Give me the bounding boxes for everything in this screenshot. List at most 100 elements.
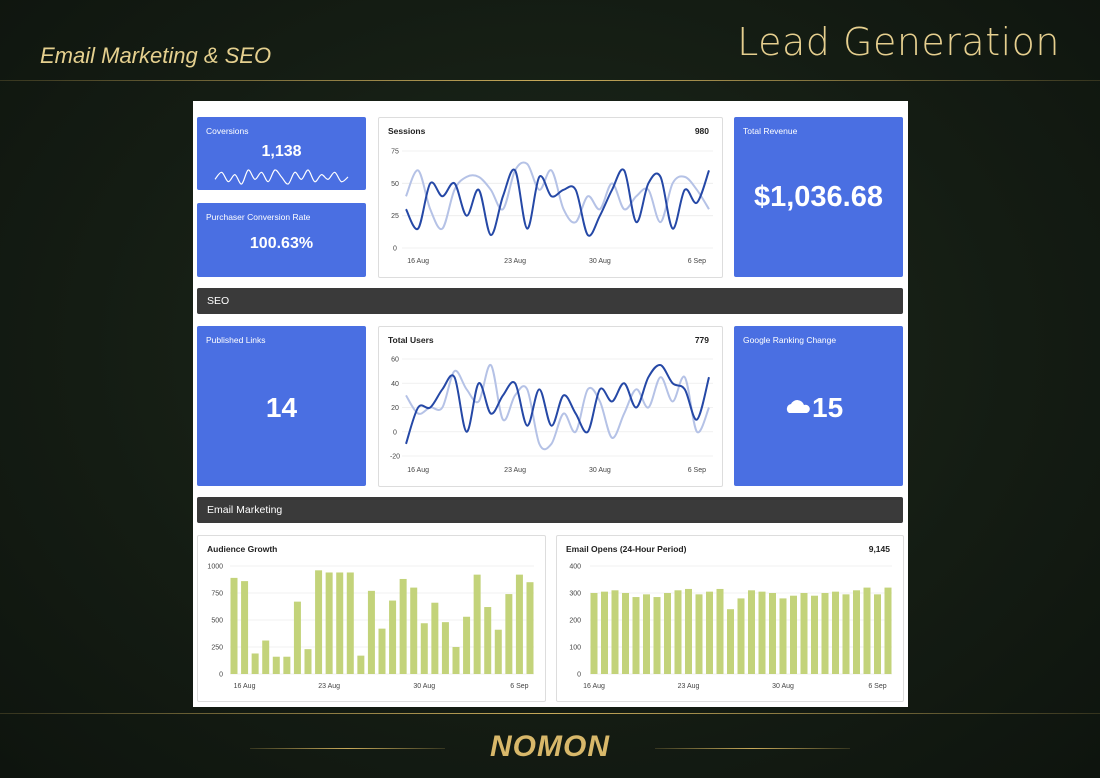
bar [315,570,323,674]
x-tick-label: 16 Aug [583,683,605,690]
chart-total: 9,145 [869,544,891,554]
bar [494,629,502,674]
dashboard: Coversions 1,138 Purchaser Conversion Ra… [193,101,908,707]
bar [674,590,682,674]
y-tick-label: 0 [577,672,581,679]
kpi-card: Purchaser Conversion Rate 100.63% [197,203,366,277]
bar [431,602,439,674]
x-tick-label: 16 Aug [407,258,429,265]
bar [842,594,850,674]
x-tick-label: 30 Aug [413,683,435,690]
bar [251,653,259,674]
y-tick-label: 0 [219,672,223,679]
bar [874,594,881,674]
y-tick-label: 50 [391,181,399,188]
x-tick-label: 16 Aug [407,467,429,474]
line [214,169,349,185]
sparkline [214,169,349,185]
bar [420,623,428,674]
x-tick-label: 30 Aug [589,467,611,474]
x-tick-label: 23 Aug [504,467,526,474]
y-tick-label: 250 [211,645,223,652]
x-tick-label: 6 Sep [688,467,706,474]
kpi-value: 14 [265,392,298,423]
section-header: Email Marketing [197,497,903,523]
y-tick-label: 400 [569,564,581,571]
bar [685,588,692,674]
bar [863,587,871,674]
bar [706,591,713,674]
x-tick-label: 30 Aug [772,683,794,690]
slide-title: Lead Generation [737,20,1060,64]
chart: Sessions 980 0 25 50 75 16 Aug 23 Aug 30 Aug 6 Se… [388,126,713,265]
divider [655,748,850,749]
y-tick-label: 20 [391,405,399,412]
divider [0,80,1100,81]
bar [853,590,860,674]
logo: NOMON [490,730,610,763]
x-tick-label: 6 Sep [510,683,528,690]
bar [811,595,818,674]
chart-panel: Audience Growth 0 250 500 750 1000 16 Aug 23 Au… [197,535,546,702]
y-tick-label: 750 [211,591,223,598]
kpi-label: Total Revenue [743,126,798,136]
section-header: SEO [197,288,903,314]
bar [410,587,418,674]
kpi-card: Google Ranking Change 15 [734,326,903,486]
chart: Total Users 779 -20 0 20 40 60 16 Aug 23 Aug 30 A… [388,335,713,474]
chart-panel: Email Opens (24-Hour Period) 9,145 0 100 200… [556,535,904,702]
bar [737,598,745,674]
y-tick-label: 60 [391,357,399,364]
chart-panel: Total Users 779 -20 0 20 40 60 16 Aug 23 Aug 30 A… [378,326,723,487]
bar [748,590,755,674]
bar [790,595,797,674]
bar [653,597,661,674]
bar [441,622,449,674]
bar [632,597,640,674]
bar [452,647,460,674]
bar [664,593,671,674]
bar [463,616,471,674]
y-tick-label: 500 [211,618,223,625]
line [405,364,710,445]
kpi-label: Coversions [206,126,249,136]
bar [526,582,534,674]
bar [283,656,291,674]
x-tick-label: 23 Aug [318,683,340,690]
line [405,168,710,237]
bar [590,593,598,674]
y-tick-label: 75 [391,149,399,156]
bar [884,587,892,674]
x-tick-label: 30 Aug [589,258,611,265]
bar [779,598,787,674]
kpi-label: Published Links [206,335,266,345]
bar [643,594,650,674]
bar [230,577,238,674]
chart: Audience Growth 0 250 500 750 1000 16 Aug 23 Au… [207,544,534,690]
y-tick-label: 0 [393,246,397,253]
kpi-value: 1,138 [261,143,302,160]
x-tick-label: 16 Aug [234,683,256,690]
chart-total: 779 [695,335,709,345]
line [405,364,710,451]
bar [505,594,513,674]
y-tick-label: 1000 [207,564,223,571]
bar [727,609,734,674]
kpi-value: 15 [812,392,844,423]
kpi-label: Purchaser Conversion Rate [206,212,311,222]
bar [758,591,766,674]
chart-total: 980 [695,126,709,136]
bar [272,656,280,674]
bar [304,649,312,674]
kpi-label: Google Ranking Change [743,335,837,345]
bar [389,600,397,674]
x-tick-label: 6 Sep [688,258,706,265]
bar [769,593,776,674]
kpi-value: $1,036.68 [753,181,883,213]
bar [473,574,481,674]
y-tick-label: 40 [391,381,399,388]
chart-panel: Sessions 980 0 25 50 75 16 Aug 23 Aug 30 Aug 6 Se… [378,117,723,278]
x-tick-label: 6 Sep [868,683,886,690]
divider [0,713,1100,714]
